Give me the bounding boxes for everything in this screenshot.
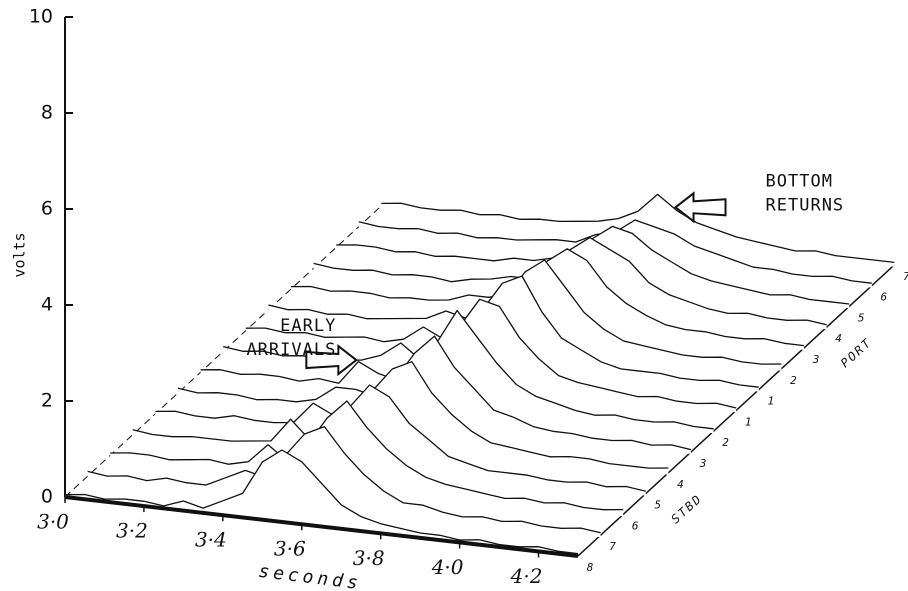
x-tick-label: 3·8: [353, 546, 385, 570]
depth-tick-label: 5: [858, 311, 865, 324]
trace: [132, 384, 646, 492]
trace: [381, 193, 895, 264]
trace: [110, 400, 624, 511]
depth-tick-label: 3: [699, 457, 707, 470]
trace: [268, 259, 782, 365]
trace: [87, 425, 601, 534]
y-tick-label: 0: [41, 486, 53, 508]
depth-tick-label: 4: [677, 478, 684, 491]
x-tick-label: 3·4: [195, 528, 227, 552]
depth-tick-label: 7: [903, 270, 908, 283]
occlusion-mask: [132, 385, 646, 496]
x-tick-label: 3·6: [274, 537, 306, 561]
trace: [245, 275, 759, 388]
y-tick-label: 10: [29, 6, 53, 28]
y-tick-label: 6: [41, 198, 53, 220]
annotation: EARLY: [280, 316, 336, 336]
depth-tick-label: 2: [790, 374, 797, 387]
trace: [313, 236, 827, 326]
depth-group-label: STBD: [668, 491, 705, 526]
depth-tick-label: 3: [812, 353, 820, 366]
annotation-arrow: [673, 191, 727, 224]
x-axis-label: seconds: [257, 561, 363, 591]
occlusion-mask: [110, 401, 624, 517]
depth-tick-label: 6: [632, 519, 639, 532]
trace: [200, 309, 714, 430]
depth-group-label: PORT: [838, 335, 875, 370]
annotation: RETURNS: [766, 195, 845, 215]
depth-tick-label: 2: [722, 436, 729, 449]
occlusion-mask: [87, 426, 601, 538]
x-tick-label: 4·0: [431, 555, 464, 579]
y-tick-label: 2: [41, 390, 53, 412]
x-tick-label: 3·2: [116, 519, 148, 543]
x-tick-label: 3·0: [37, 510, 69, 534]
depth-tick-label: 8: [587, 561, 594, 574]
trace: [64, 449, 579, 555]
annotation: BOTTOM: [766, 171, 833, 191]
depth-tick-label: 4: [835, 332, 842, 345]
depth-tick-label: 7: [609, 540, 616, 553]
occlusion-mask: [65, 449, 578, 558]
y-tick-label: 8: [41, 102, 53, 124]
depth-tick-label: 6: [880, 291, 887, 304]
trace: [155, 361, 669, 469]
x-axis: [64, 495, 579, 558]
trace: [177, 335, 692, 451]
occlusion-mask: [155, 361, 669, 475]
depth-tick-label: 1: [745, 415, 752, 428]
trace: [290, 248, 805, 347]
y-tick-label: 4: [41, 294, 53, 316]
depth-tick-label: 5: [654, 499, 661, 512]
depth-tick-label: 1: [767, 395, 774, 408]
annotation: ARRIVALS: [246, 340, 336, 360]
trace: [336, 225, 850, 305]
y-axis-label: volts: [11, 232, 29, 277]
x-tick-label: 4·2: [510, 564, 543, 588]
annotation-arrow: [305, 344, 358, 377]
